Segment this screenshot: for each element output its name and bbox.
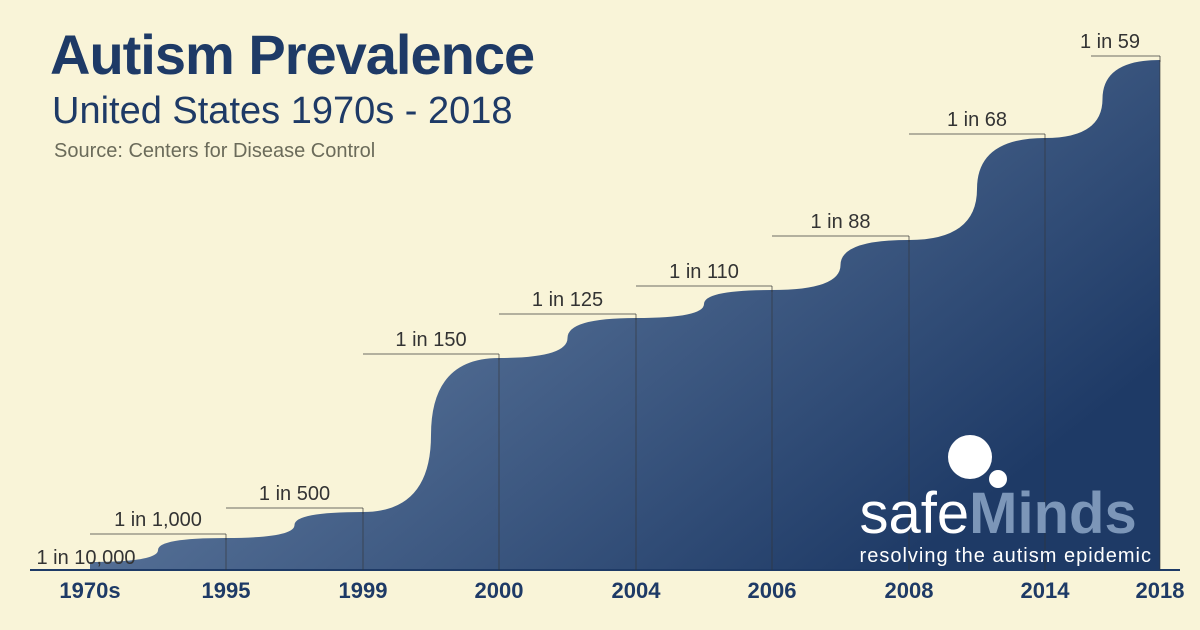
- data-point-label: 1 in 68: [947, 109, 1007, 131]
- data-point-label: 1 in 10,000: [37, 547, 136, 569]
- x-axis-label: 2008: [885, 578, 934, 603]
- x-axis-label: 1995: [202, 578, 251, 603]
- x-axis-label: 2014: [1021, 578, 1071, 603]
- data-point-label: 1 in 125: [532, 289, 603, 311]
- logo-dots-icon: [940, 427, 1020, 497]
- x-axis-label: 2006: [748, 578, 797, 603]
- data-point-label: 1 in 1,000: [114, 509, 202, 531]
- x-axis-label: 2018: [1136, 578, 1185, 603]
- x-axis-label: 2000: [475, 578, 524, 603]
- x-axis-label: 1999: [339, 578, 388, 603]
- data-point-label: 1 in 59: [1080, 31, 1140, 53]
- logo-tagline: resolving the autism epidemic: [860, 545, 1152, 568]
- x-axis-label: 2004: [612, 578, 662, 603]
- safeminds-logo: safeMinds resolving the autism epidemic: [860, 485, 1152, 568]
- x-axis-label: 1970s: [59, 578, 120, 603]
- data-point-label: 1 in 110: [669, 261, 739, 283]
- data-point-label: 1 in 88: [810, 211, 870, 233]
- data-point-label: 1 in 150: [395, 329, 466, 351]
- data-point-label: 1 in 500: [259, 483, 330, 505]
